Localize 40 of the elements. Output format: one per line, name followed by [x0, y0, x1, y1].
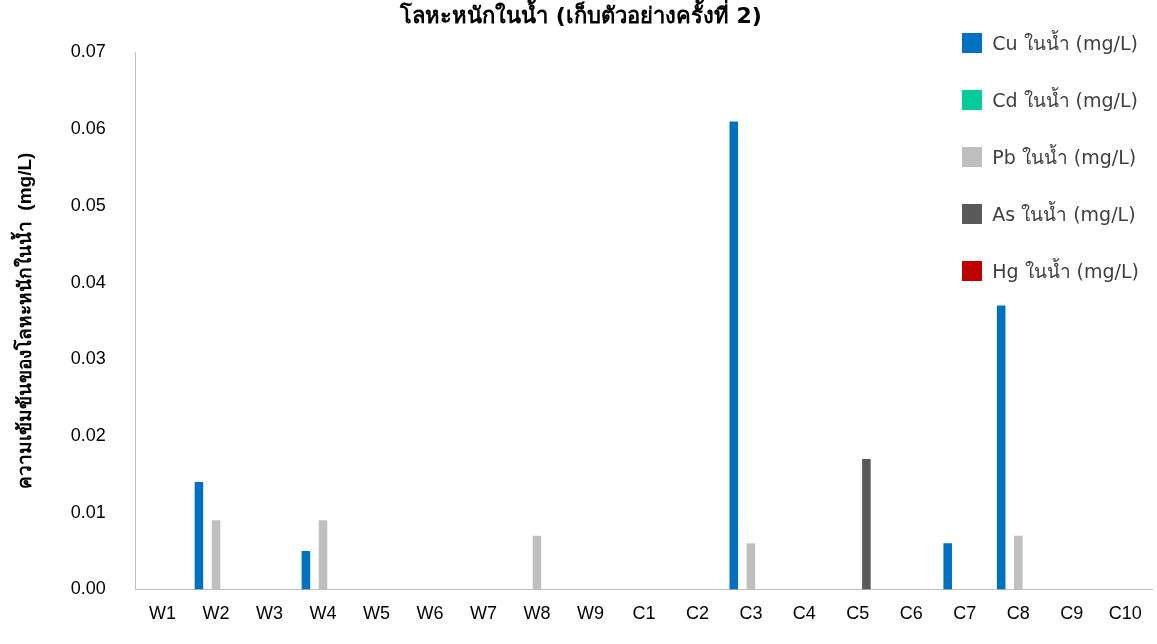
x-tick-label: W4	[309, 603, 337, 624]
x-tick-label: C3	[739, 603, 763, 624]
x-tick-label: C8	[1006, 603, 1030, 624]
y-tick-label: 0.06	[70, 118, 106, 139]
y-tick-label: 0.01	[70, 501, 106, 522]
bar	[996, 305, 1006, 590]
x-tick-label: W8	[523, 603, 551, 624]
x-tick-label: W6	[416, 603, 444, 624]
bar	[729, 121, 739, 590]
legend-label: As ในน้ำ (mg/L)	[992, 200, 1136, 227]
x-tick-label: W2	[202, 603, 230, 624]
y-tick-label: 0.00	[70, 578, 106, 599]
x-tick-label: C9	[1060, 603, 1084, 624]
y-tick-label: 0.04	[70, 271, 106, 292]
legend-label: Cu ในน้ำ (mg/L)	[992, 29, 1138, 56]
x-tick-label: C2	[685, 603, 709, 624]
bar	[862, 458, 871, 590]
x-tick-label: C6	[899, 603, 923, 624]
y-tick-label: 0.02	[70, 424, 106, 445]
x-tick-label: W9	[576, 603, 604, 624]
y-tick-label: 0.03	[70, 348, 106, 369]
x-tick-label: W3	[256, 603, 284, 624]
x-tick-label: W5	[363, 603, 390, 624]
x-tick-label: C1	[632, 603, 656, 624]
bar	[943, 543, 952, 590]
x-tick-label: C10	[1108, 603, 1142, 624]
y-tick-label: 0.07	[70, 41, 106, 62]
legend-label: Pb ในน้ำ (mg/L)	[992, 143, 1137, 170]
legend-label: Hg ในน้ำ (mg/L)	[992, 257, 1139, 284]
y-axis-title: ความเข้มข้นของโลหะหนักในน้ำ (mg/L)	[9, 152, 35, 490]
x-tick-label: C4	[792, 603, 816, 624]
bar	[301, 551, 311, 590]
x-tick-label: W1	[149, 603, 177, 624]
y-tick-label: 0.05	[70, 194, 106, 215]
chart-title: โลหะหนักในน้ำ (เก็บตัวอย่างครั้งที่ 2)	[399, 0, 762, 28]
x-tick-label: C7	[953, 603, 977, 624]
legend-label: Cd ในน้ำ (mg/L)	[992, 86, 1138, 113]
bar	[194, 482, 204, 590]
x-tick-label: W7	[469, 603, 497, 624]
x-tick-label: C5	[846, 603, 870, 624]
